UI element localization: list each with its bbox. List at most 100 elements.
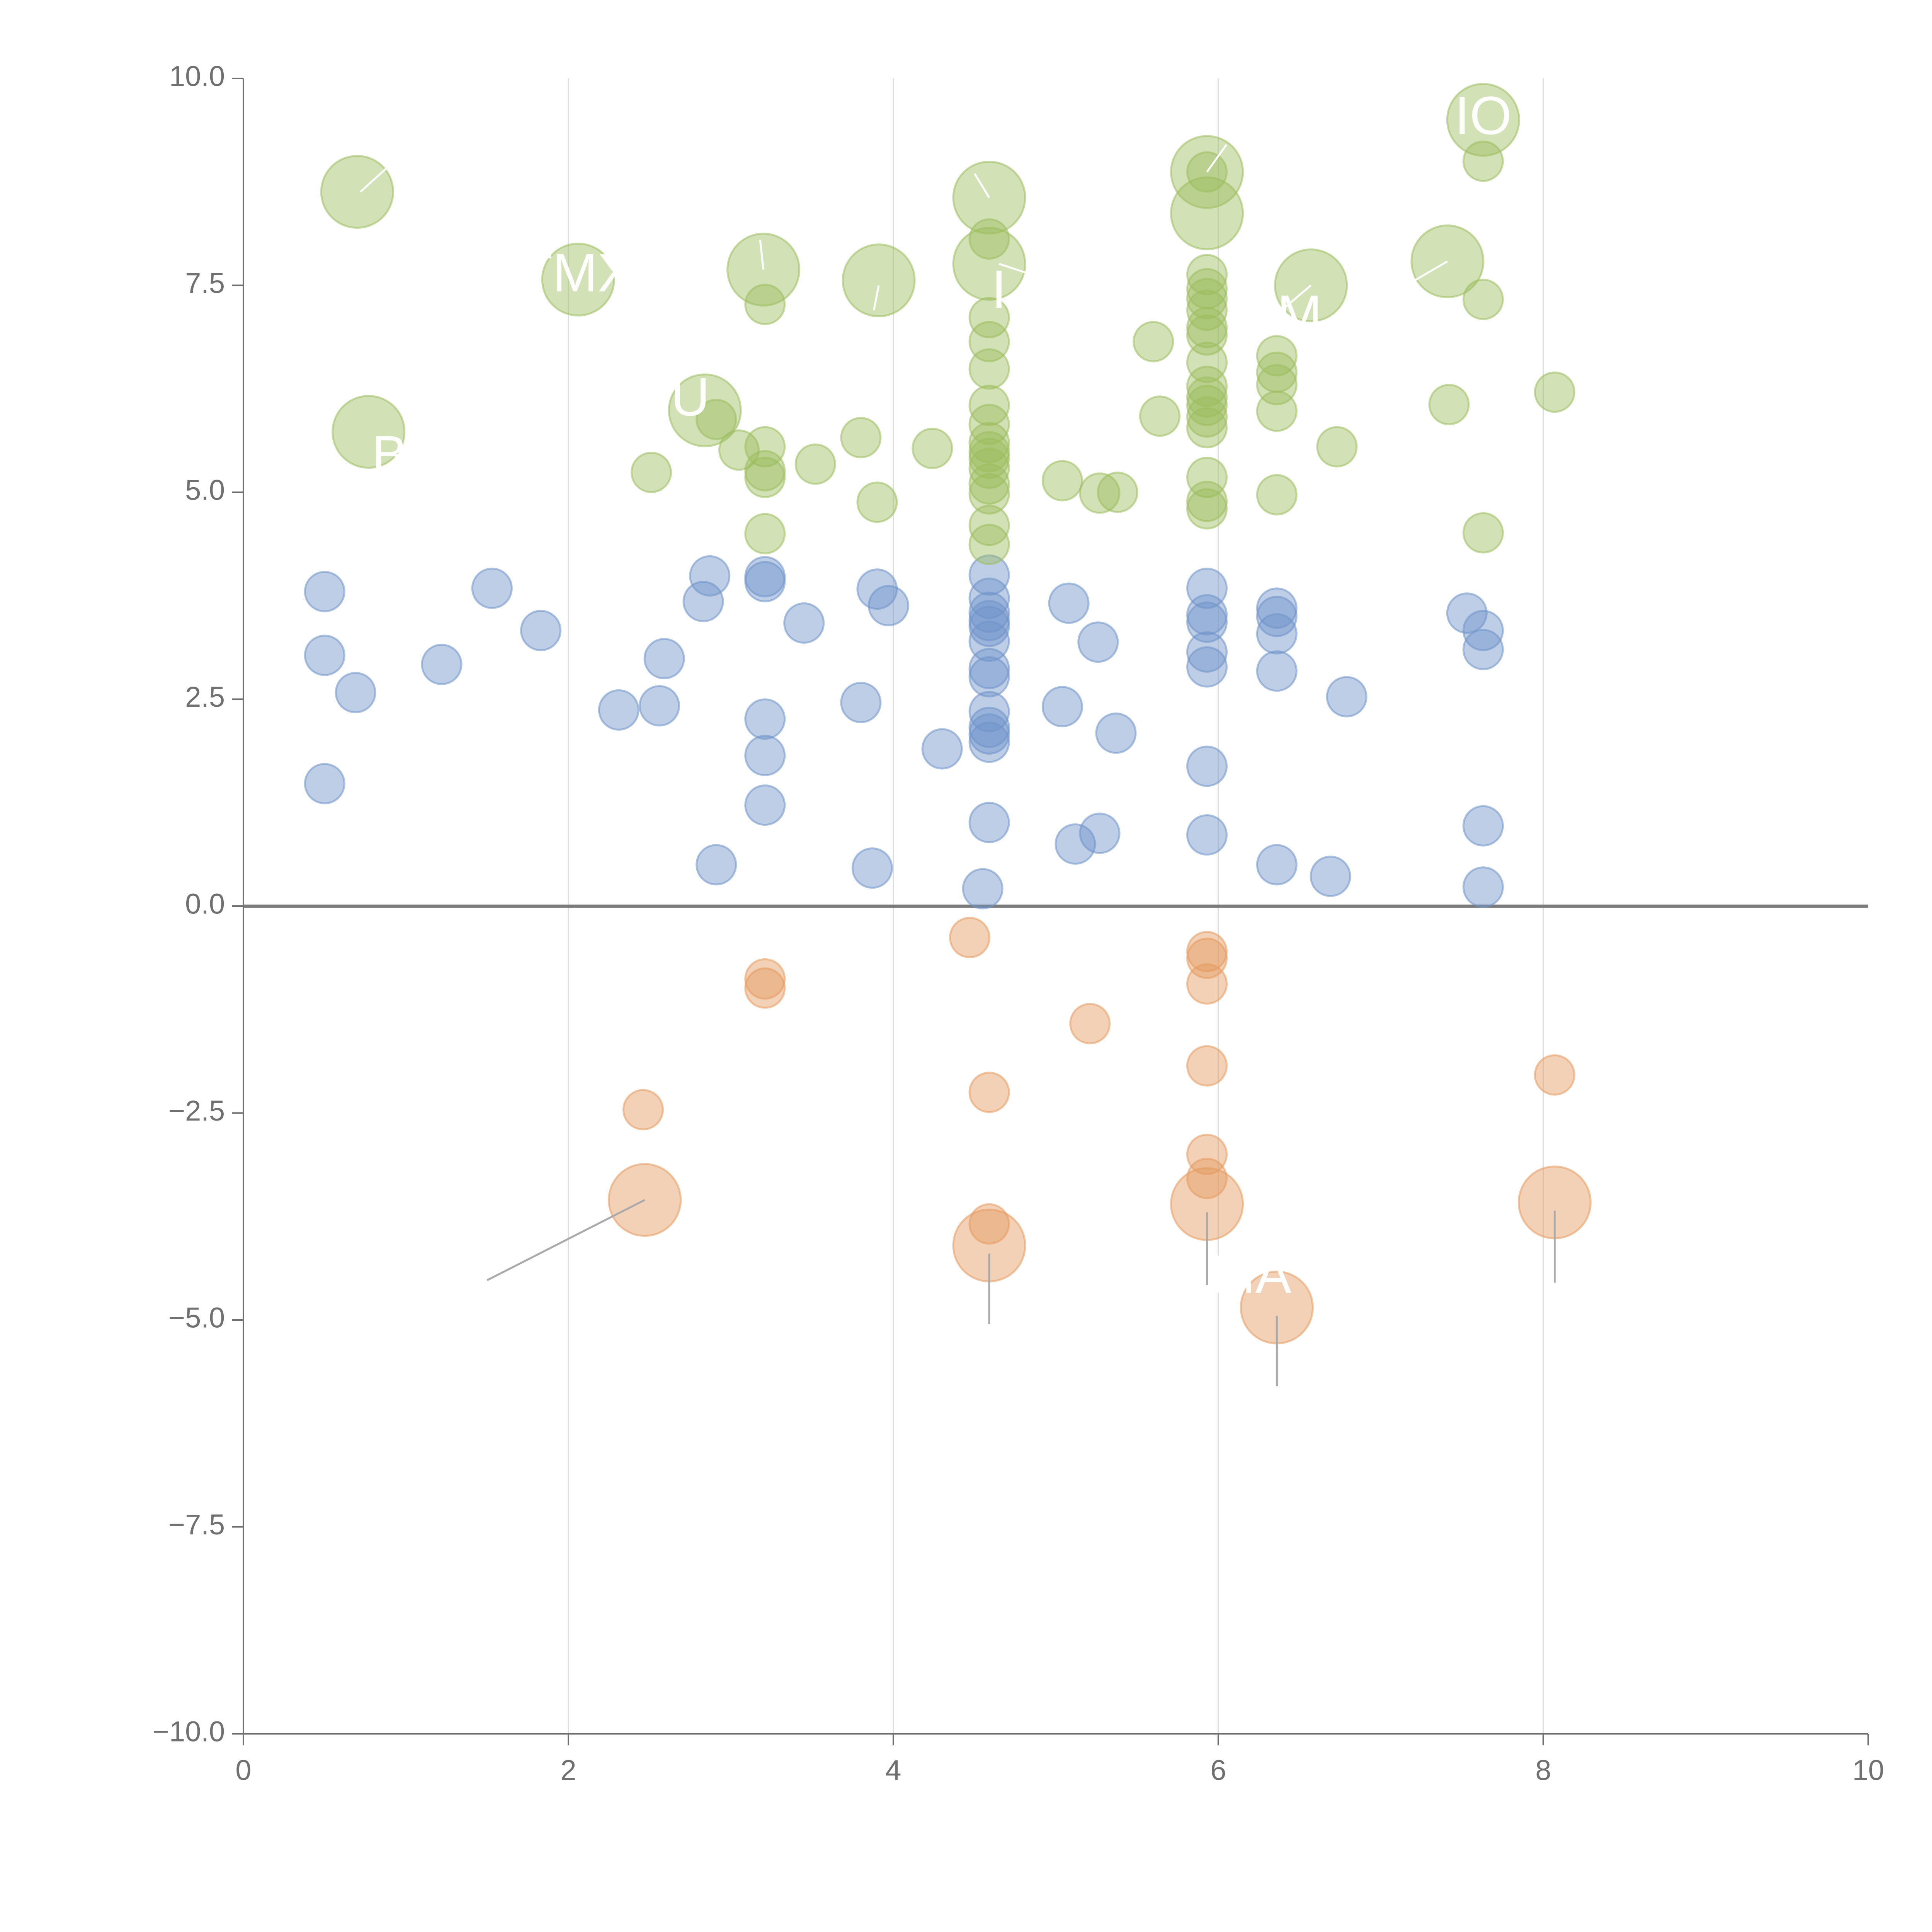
point-positive-high-64 [1256,474,1298,515]
point-positive-high-24 [912,427,953,469]
point-positive-high-69 [1462,512,1504,554]
point-positive-low-6 [520,610,562,651]
point-positive-high-42 [1133,321,1174,362]
point-positive-low-36 [968,721,1010,763]
point-positive-high-66 [1428,384,1470,425]
point-positive-high-12 [1446,83,1520,157]
point-negative-14 [1186,963,1228,1005]
point-positive-high-70 [1534,371,1575,413]
point-label-4: M [1277,284,1322,344]
point-label-0: IO [1455,85,1512,146]
label-leader-10 [1206,144,1228,173]
point-positive-low-26 [968,577,1010,619]
point-positive-high-65 [1316,426,1358,468]
point-positive-high-54 [1186,384,1228,426]
point-positive-high-39 [1041,460,1083,502]
point-negative-13 [1186,937,1228,979]
point-positive-low-49 [1186,745,1228,787]
point-label-5: I [992,259,1007,320]
point-positive-low-19 [840,682,882,723]
point-positive-low-62 [1462,866,1504,908]
point-positive-high-68 [1462,279,1504,320]
point-positive-high-48 [1186,289,1228,331]
label-leader-0 [486,1199,645,1281]
point-negative-9 [968,1071,1010,1113]
point-positive-high-47 [1186,278,1228,320]
point-positive-high-19 [744,456,786,498]
y-tick-label: 0.0 [185,888,225,920]
point-positive-low-4 [421,644,463,685]
point-positive-high-20 [744,513,786,554]
point-negative-15 [1186,1045,1228,1087]
point-positive-low-17 [744,784,786,826]
point-label-2: U [671,366,710,427]
point-positive-high-21 [794,443,836,485]
point-positive-high-35 [968,463,1010,505]
point-positive-high-28 [968,348,1010,390]
x-tick-label: 10 [1852,1754,1884,1786]
point-negative-11 [1069,1003,1111,1044]
x-tick-label: 8 [1535,1754,1551,1786]
point-positive-high-60 [1256,335,1298,377]
y-tick-label: −7.5 [168,1509,225,1541]
point-positive-high-51 [1186,342,1228,383]
point-negative-18 [1534,1054,1575,1096]
point-positive-low-15 [744,698,786,740]
y-tick-label: −10.0 [153,1716,225,1748]
y-tick-label: −2.5 [168,1095,225,1127]
label-leader-8 [974,173,990,198]
point-positive-low-18 [783,602,825,644]
point-negative-10 [968,1203,1010,1245]
point-positive-low-20 [851,847,893,889]
point-positive-low-61 [1462,805,1504,847]
point-positive-high-2 [541,243,615,317]
label-leaders [360,144,1556,1386]
point-positive-low-23 [921,728,963,770]
point-positive-low-50 [1186,814,1228,856]
point-label-6: MA [1210,1244,1292,1304]
point-positive-low-60 [1462,629,1504,670]
point-positive-high-16 [744,284,786,325]
point-negative-8 [949,917,991,958]
point-negative-7 [744,967,786,1009]
label-leader-5 [360,165,391,193]
point-positive-high-59 [1186,488,1228,530]
point-positive-low-37 [968,802,1010,844]
point-positive-high-3 [668,373,742,447]
point-positive-high-34 [968,447,1010,489]
point-positive-low-54 [1256,650,1298,692]
point-positive-high-55 [1186,396,1228,438]
point-positive-low-0 [304,571,345,612]
point-positive-high-38 [968,524,1010,565]
point-positive-low-56 [1310,855,1351,897]
point-positive-low-12 [696,844,737,886]
data-points [304,83,1592,1345]
x-tick-label: 2 [560,1754,576,1786]
y-tick-label: 7.5 [185,267,225,299]
label-leader-7 [873,285,880,311]
point-positive-low-57 [1326,676,1367,718]
label-leader-11 [1266,284,1312,323]
point-positive-high-25 [968,218,1010,260]
point-positive-high-26 [968,297,1010,338]
point-positive-low-48 [1186,646,1228,688]
point-positive-high-17 [744,426,786,468]
point-positive-high-45 [1186,254,1228,296]
point-positive-low-58 [1446,592,1488,634]
point-positive-low-9 [643,638,685,680]
point-positive-low-1 [304,634,345,676]
point-positive-low-33 [968,691,1010,733]
point-positive-low-32 [968,656,1010,698]
point-label-3: B [372,424,408,485]
point-positive-high-23 [856,481,898,523]
point-positive-low-7 [598,689,639,731]
point-positive-high-33 [968,437,1010,479]
point-positive-low-43 [1095,712,1137,754]
point-positive-low-24 [962,868,1003,910]
point-positive-low-5 [471,567,513,609]
point-positive-low-8 [638,685,680,727]
point-positive-high-5 [842,243,916,318]
point-positive-low-46 [1186,601,1228,643]
point-positive-low-3 [304,763,345,804]
axes: 10.0 7.5 5.0 2.5 0.0 −2.5 −5.0 −7.5 −10.0 0 2 4 6 8 10 [153,60,1884,1786]
